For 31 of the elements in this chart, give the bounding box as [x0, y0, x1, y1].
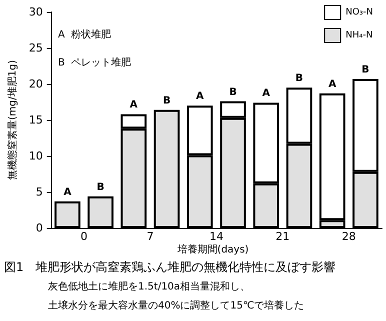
annotation: B ペレット堆肥	[58, 56, 132, 68]
x-tick-label: B	[362, 64, 370, 76]
text: 28	[342, 230, 356, 243]
y-tick-label: 25	[28, 42, 43, 54]
legend-label: NO₃-N	[346, 8, 373, 18]
x-tick-label: B	[229, 86, 237, 98]
text: 灰色低地土に堆肥を1.5t/10a相当量混和し、	[48, 280, 250, 292]
x-tick-label: B	[295, 73, 304, 84]
y-tick-label: 10	[28, 150, 43, 162]
x-axis-title: 培養期間(days)	[176, 244, 249, 256]
annotation: A 粉状堆肥	[58, 28, 112, 40]
x-tick-label: B	[96, 182, 104, 193]
y-tick-label: 5	[36, 186, 43, 198]
x-tick-label: A	[262, 88, 270, 100]
y-tick-label: 20	[28, 78, 43, 90]
text: 土壌水分を最大容水量の40%に調整して15℃で培養した	[48, 300, 304, 312]
x-tick-label: A	[130, 100, 138, 111]
y-axis-title: 無機態窒素量(mg/堆肥1g)	[6, 60, 18, 180]
x-tick-label: A	[328, 78, 336, 90]
text: 図1 堆肥形状が高窒素鶏ふん堆肥の無機化特性に及ぼす影響	[4, 260, 336, 274]
x-tick-label: A	[196, 91, 204, 102]
text: 0	[80, 230, 88, 243]
text: 21	[276, 230, 290, 243]
y-tick-label: 30	[28, 6, 43, 18]
x-tick-label: B	[162, 95, 171, 106]
x-tick-label: A	[64, 186, 72, 198]
text: 7	[146, 230, 154, 243]
legend-label: NH₄-N	[346, 30, 373, 40]
y-tick-label: 0	[36, 222, 43, 234]
text: 14	[209, 230, 224, 243]
y-tick-label: 15	[28, 114, 43, 126]
